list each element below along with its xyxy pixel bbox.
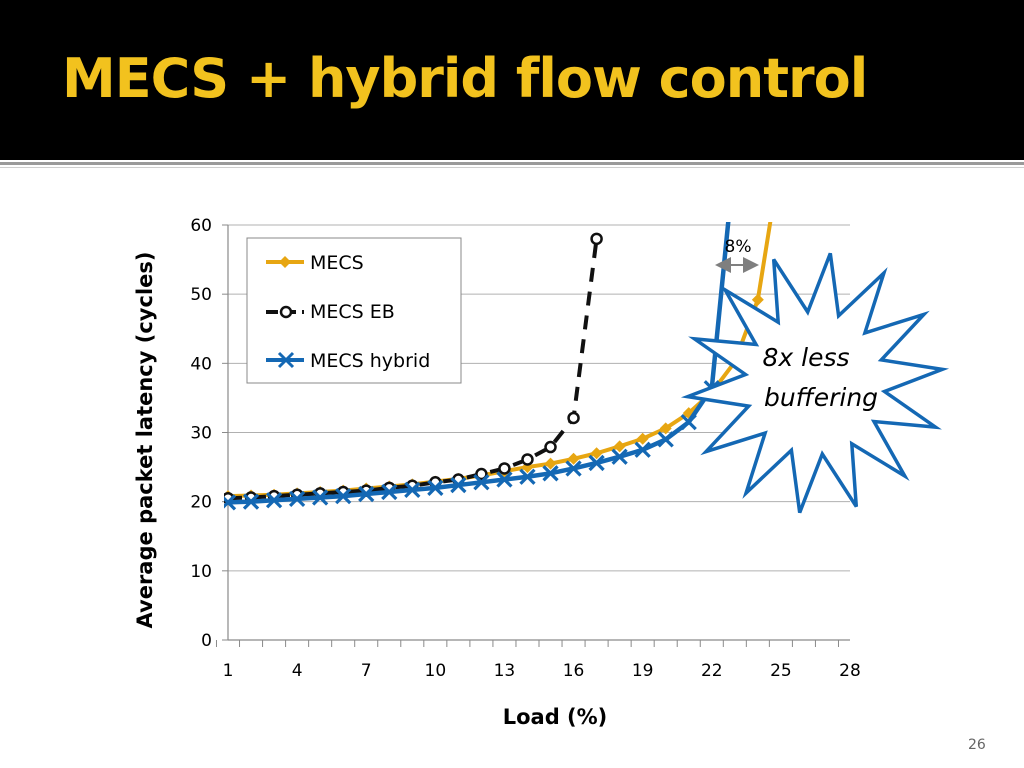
x-tick-label: 28 [839,661,861,681]
callout-line-2: buffering [764,383,878,412]
x-tick-label: 13 [494,661,516,681]
legend-label-mecs-eb: MECS EB [310,301,395,323]
data-point [659,422,672,435]
x-tick-label: 4 [292,661,303,681]
data-point [544,457,557,470]
x-tick-label: 7 [361,661,372,681]
data-point [657,431,674,448]
x-tick-label: 10 [425,661,447,681]
x-tick-label: 25 [770,661,792,681]
callout-burst: 8x less buffering [680,252,950,514]
y-tick-label: 40 [190,354,212,374]
data-point [521,453,534,466]
data-point [519,468,536,485]
legend-item-mecs-eb: MECS EB [266,301,395,323]
data-point [358,485,375,503]
legend-label-mecs: MECS [310,252,364,274]
data-point [312,489,329,506]
data-point [450,476,467,494]
data-point [588,454,605,472]
legend: MECS MECS EB MECS hybrid [246,237,462,384]
x-tick-label: 22 [701,661,723,681]
callout-star-shape [680,252,950,514]
data-point [567,411,580,425]
legend-item-mecs-hybrid: MECS hybrid [266,350,430,372]
series-line-mecs-eb [227,238,599,501]
legend-marker-mecs [279,256,291,268]
title-bar: MECS + hybrid flow control [0,0,1024,160]
y-axis-label: Average packet latency (cycles) [133,252,157,629]
y-tick-label: 10 [190,562,212,582]
data-point [613,440,626,453]
y-tick-label: 60 [190,216,212,236]
data-point [498,462,511,475]
data-point [611,448,628,465]
data-point [242,493,260,510]
data-point [427,479,444,496]
data-point [475,467,488,481]
data-point [590,232,603,246]
data-point [590,447,603,460]
data-point [265,492,283,509]
axes: 0 10 20 30 40 50 60 1 4 7 10 13 16 19 22 25 28 [190,216,860,681]
x-tick-label: 16 [563,661,585,681]
data-point [680,413,697,431]
title-divider [0,162,1024,165]
legend-marker-mecs-eb [279,305,293,319]
data-point [542,465,559,482]
series-layer [224,222,773,511]
data-point [404,481,421,499]
data-point [567,452,580,465]
data-point [496,471,513,488]
data-point [473,474,490,491]
data-point [634,441,651,458]
callout-line-1: 8x less [762,343,849,372]
data-point [335,488,352,505]
title-divider-thin [0,167,1024,168]
data-point [751,293,764,306]
y-tick-label: 30 [190,424,212,444]
data-point [565,460,582,477]
data-point [381,483,398,501]
y-tick-label: 20 [190,493,212,513]
legend-item-mecs: MECS [266,252,364,274]
data-point [288,490,306,508]
data-point [636,432,649,445]
slide-number: 26 [968,737,986,753]
x-axis-label: Load (%) [503,705,608,729]
x-tick-label: 19 [632,661,654,681]
slide-title: MECS + hybrid flow control [62,47,868,110]
series-mecs-hybrid [224,222,731,511]
y-tick-label: 0 [201,631,212,651]
y-tick-label: 50 [190,285,212,305]
gap-label: 8% [725,237,752,257]
legend-marker-mecs-hybrid [277,351,295,369]
x-tick-label: 1 [223,661,234,681]
data-point [224,494,237,511]
data-point [544,440,557,454]
gap-annotation: 8% [715,237,759,273]
legend-label-mecs-hybrid: MECS hybrid [310,350,430,372]
